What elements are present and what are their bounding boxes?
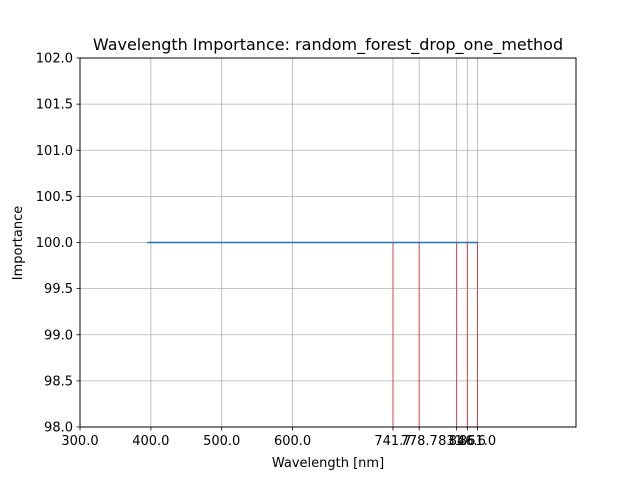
y-tick-label: 101.5	[36, 98, 73, 113]
y-tick-label: 98.0	[44, 421, 73, 436]
x-tick-label: 741.7	[374, 434, 411, 449]
y-axis-label: Importance	[11, 206, 26, 281]
y-tick-label: 98.5	[44, 374, 73, 389]
x-tick-label: 300.0	[61, 434, 98, 449]
x-tick-label: 846.6	[449, 434, 486, 449]
y-axis: 98.0 98.5 99.0 99.5 100.0 100.5 101.0 101.5 102.…	[36, 52, 80, 436]
x-tick-label: 500.0	[203, 434, 240, 449]
marker-layer	[392, 242, 478, 427]
x-tick-label: 778.7	[401, 434, 438, 449]
chart-title: Wavelength Importance: random_forest_dro…	[93, 35, 563, 55]
y-tick-label: 100.0	[36, 236, 73, 251]
y-tick-label: 102.0	[36, 52, 73, 67]
y-tick-label: 100.5	[36, 190, 73, 205]
y-tick-label: 101.0	[36, 144, 73, 159]
x-tick-label: 400.0	[132, 434, 169, 449]
y-tick-label: 99.5	[44, 282, 73, 297]
x-tick-label: 600.0	[274, 434, 311, 449]
y-tick-label: 99.0	[44, 328, 73, 343]
x-tick-label: 861.0	[459, 434, 496, 449]
x-tick-label: 831.6	[438, 434, 475, 449]
x-axis-label: Wavelength [nm]	[272, 456, 384, 471]
